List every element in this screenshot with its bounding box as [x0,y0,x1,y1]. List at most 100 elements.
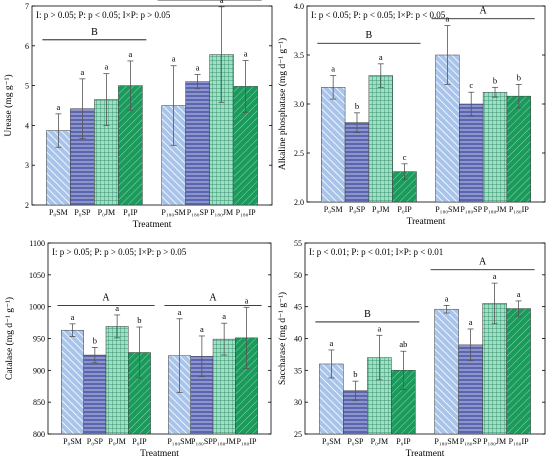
significance-letter: a [220,0,224,5]
x-tick-label: P₁₈₀IP [237,437,257,446]
anova-stats: I: p > 0.05; P: p < 0.05; I×P: p > 0.05 [36,10,171,20]
y-axis-label: Saccharase (mg d⁻¹ g⁻¹) [277,292,288,385]
significance-letter: b [353,369,357,379]
chart-panel-3: 800 850 900 950 1000 1050 1100 a P₀SM b P₀SP a P₀JM b… [4,239,272,459]
x-tick-label: P₁₈₀IP [509,437,529,446]
bar-3 [105,326,129,434]
significance-letter: b [137,315,141,325]
y-tick-label: 3 [25,161,29,170]
group-letter: A [102,292,110,303]
bar-2 [83,354,107,434]
bar-5 [434,308,459,434]
x-axis-label: Treatment [406,449,445,459]
significance-letter: a [379,52,383,62]
x-tick-label: P₁₈₀JM [483,205,506,214]
y-tick-label: 850 [33,398,45,407]
bar-8 [506,308,531,434]
y-tick-label: 4.0 [294,2,304,11]
group-letter: B [366,30,373,41]
bars-layer [46,6,258,205]
bar-2 [344,122,370,202]
x-tick-label: P₀SP [347,437,364,446]
significance-letter: a [330,338,334,348]
y-tick-label: 3.5 [294,51,304,60]
y-tick-label: 3.0 [294,100,304,109]
bar-1 [61,329,84,434]
x-tick-label: P₀SM [49,208,68,217]
y-tick-label: 1050 [29,271,45,280]
group-letter: A [480,6,488,17]
significance-letter: a [493,271,497,281]
y-tick-label: 35 [294,366,302,375]
x-tick-label: P₀JM [371,437,388,446]
y-tick-label: 40 [294,335,302,344]
x-tick-label: P₀SM [322,437,341,446]
x-tick-label: P₁₈₀SP [460,205,482,214]
bars-layer [61,306,258,434]
x-tick-label: P₁₈₀SM [167,437,191,446]
bar-8 [506,95,531,202]
y-axis-label: Catalase (mg d⁻¹ g⁻¹) [4,297,15,380]
significance-letter: a [57,102,61,112]
x-tick-label: P₀SP [87,437,104,446]
significance-letter: a [172,54,176,64]
bar-7 [482,91,508,202]
significance-letter: a [469,317,473,327]
x-tick-label: P₁₈₀SP [460,437,482,446]
y-tick-label: 900 [33,366,45,375]
y-tick-label: 2.0 [294,198,304,207]
x-axis-label: Treatment [133,220,172,230]
significance-letter: a [129,49,133,59]
y-tick-label: 25 [294,430,302,439]
x-tick-label: P₁₈₀SP [187,208,209,217]
y-tick-label: 55 [294,239,302,248]
anova-stats: I: p < 0.01; P: p < 0.01; I×P: p < 0.01 [309,247,443,257]
significance-letter: b [355,101,359,111]
significance-letter: a [200,324,204,334]
bar-6 [185,81,210,205]
y-tick-label: 50 [294,271,302,280]
significance-letter: b [493,75,497,85]
bar-1 [321,87,346,202]
anova-stats: I: p < 0.05; P: p < 0.05; I×P: p < 0.05 [311,10,446,20]
x-tick-label: P₁₈₀SM [435,205,459,214]
x-tick-label: P₀JM [108,437,125,446]
chart-panel-4: 25 30 35 40 45 50 55 a P₀SM b P₀SP a P₀JM ab P₀IP a P₁₈₀… [277,239,546,459]
y-tick-label: 2 [25,201,29,210]
significance-letter: a [178,307,182,317]
x-tick-label: P₁₈₀SM [434,437,458,446]
group-letter: B [91,27,98,38]
x-axis-label: Treatment [407,217,446,227]
x-tick-label: P₀SP [74,208,91,217]
y-tick-label: 5 [25,82,29,91]
x-tick-label: P₀IP [132,437,147,446]
bars-layer [319,282,531,434]
significance-letter: c [403,152,407,162]
y-tick-label: 4 [25,121,29,130]
bar-6 [459,103,484,202]
x-tick-label: P₀IP [396,437,411,446]
x-tick-label: P₁₈₀JM [213,437,236,446]
y-tick-label: 45 [294,303,302,312]
y-tick-label: 1100 [29,239,45,248]
plot-frame [31,5,273,206]
group-letter: B [364,309,371,320]
x-tick-label: P₀JM [98,208,115,217]
y-tick-label: 2.5 [294,149,304,158]
x-tick-label: P₀SP [349,205,366,214]
significance-letter: a [245,295,249,305]
x-tick-label: P₀JM [372,205,389,214]
significance-letter: b [93,335,97,345]
x-tick-label: P₁₈₀JM [210,208,233,217]
group-letter: A [209,292,217,303]
significance-letter: a [105,62,109,72]
significance-letter: a [445,293,449,303]
x-axis-label: Treatment [140,449,179,459]
y-tick-label: 800 [33,430,45,439]
x-tick-label: P₀IP [123,208,138,217]
significance-letter: a [81,67,85,77]
group-letter: A [479,257,487,268]
x-tick-label: P₁₈₀SM [161,208,185,217]
x-tick-label: P₁₈₀SP [191,437,213,446]
y-tick-label: 6 [25,42,29,51]
